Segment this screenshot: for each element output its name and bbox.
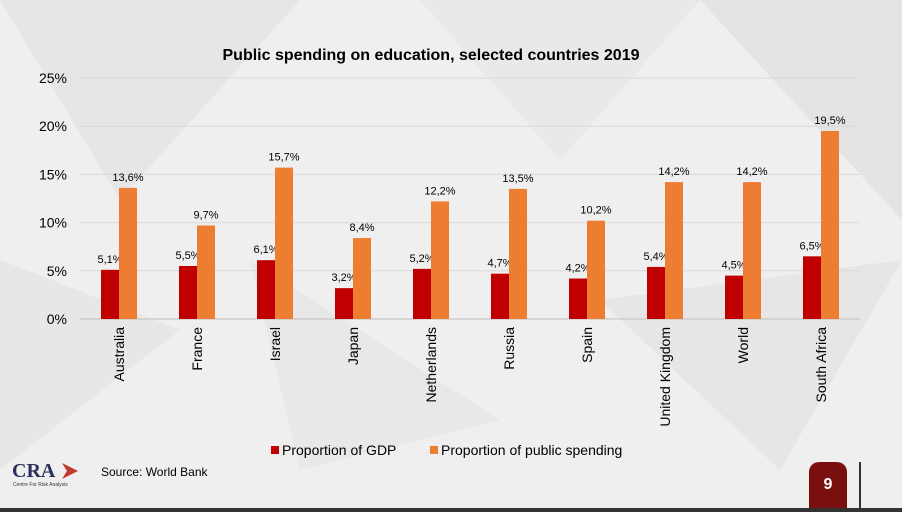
data-label: 6,1% xyxy=(253,244,278,256)
legend: Proportion of GDP Proportion of public s… xyxy=(271,442,622,458)
data-label: 5,1% xyxy=(97,254,122,266)
logo-text: CRA xyxy=(12,460,56,482)
bar-public-spending-russia xyxy=(509,188,527,319)
data-label: 5,2% xyxy=(409,253,434,265)
bar-public-spending-world xyxy=(743,182,761,319)
category-label: Spain xyxy=(579,327,595,363)
bar-gdp-israel xyxy=(257,260,275,319)
bar-public-spending-netherlands xyxy=(431,201,449,319)
data-label: 12,2% xyxy=(424,185,455,197)
bar-public-spending-japan xyxy=(353,238,371,319)
data-label: 8,4% xyxy=(349,222,374,234)
divider-line xyxy=(859,462,861,508)
y-tick-label: 0% xyxy=(47,311,67,327)
bar-gdp-world xyxy=(725,275,743,319)
source-note: Source: World Bank xyxy=(101,465,208,479)
data-label: 4,7% xyxy=(487,258,512,270)
bars: 5,1% 13,6% 5,5% 9,7% 6,1% 15,7% 3,2% 8,4% 5,2% 12… xyxy=(97,115,846,319)
bar-gdp-south-africa xyxy=(803,256,821,319)
page-number: 9 xyxy=(823,476,833,493)
bar-public-spending-spain xyxy=(587,220,605,319)
data-label: 13,6% xyxy=(112,172,143,184)
data-label: 9,7% xyxy=(193,209,218,221)
logo-subtitle: Centre For Risk Analysis xyxy=(13,482,68,488)
category-labels: Australia France Israel Japan Netherlands Rus… xyxy=(111,327,829,427)
data-label: 10,2% xyxy=(580,205,611,217)
bar-public-spending-france xyxy=(197,225,215,319)
logo-arrow-icon xyxy=(62,463,78,479)
bar-public-spending-south-africa xyxy=(821,131,839,319)
data-label: 13,5% xyxy=(502,173,533,185)
data-label: 19,5% xyxy=(814,115,845,127)
data-label: 4,5% xyxy=(721,260,746,272)
bar-public-spending-israel xyxy=(275,167,293,319)
data-label: 15,7% xyxy=(268,152,299,164)
y-axis-ticks: 0% 5% 10% 15% 20% 25% xyxy=(39,70,67,327)
y-tick-label: 5% xyxy=(47,263,67,279)
data-label: 14,2% xyxy=(658,166,689,178)
cra-logo: CRA Centre For Risk Analysis xyxy=(12,460,92,492)
data-label: 5,4% xyxy=(643,251,668,263)
y-tick-label: 10% xyxy=(39,215,67,231)
bar-public-spending-australia xyxy=(119,187,137,319)
data-label: 3,2% xyxy=(331,272,356,284)
category-label: World xyxy=(735,327,751,363)
category-label: United Kingdom xyxy=(657,327,673,427)
grid-lines xyxy=(80,77,860,320)
y-tick-label: 15% xyxy=(39,166,67,182)
category-label: South Africa xyxy=(813,327,829,403)
category-label: Japan xyxy=(345,327,361,365)
chart-title: Public spending on education, selected c… xyxy=(223,47,640,64)
bar-gdp-united-kingdom xyxy=(647,266,665,319)
y-tick-label: 25% xyxy=(39,70,67,86)
data-label: 4,2% xyxy=(565,263,590,275)
category-label: Netherlands xyxy=(423,327,439,403)
category-label: France xyxy=(189,327,205,371)
data-label: 5,5% xyxy=(175,250,200,262)
legend-label-public-spending: Proportion of public spending xyxy=(441,442,622,458)
category-label: Russia xyxy=(501,327,517,370)
bar-gdp-russia xyxy=(491,273,509,319)
bar-gdp-spain xyxy=(569,278,587,319)
page-number-badge: 9 xyxy=(809,462,847,508)
legend-label-gdp: Proportion of GDP xyxy=(282,442,396,458)
y-tick-label: 20% xyxy=(39,118,67,134)
category-label: Australia xyxy=(111,327,127,382)
bar-public-spending-united-kingdom xyxy=(665,182,683,319)
data-label: 6,5% xyxy=(799,240,824,252)
legend-swatch-public-spending xyxy=(430,446,438,454)
bar-gdp-netherlands xyxy=(413,268,431,319)
legend-swatch-gdp xyxy=(271,446,279,454)
bar-gdp-france xyxy=(179,265,197,319)
category-label: Israel xyxy=(267,327,283,361)
bottom-bar xyxy=(0,508,902,512)
bar-gdp-australia xyxy=(101,269,119,319)
bar-gdp-japan xyxy=(335,288,353,319)
data-label: 14,2% xyxy=(736,166,767,178)
